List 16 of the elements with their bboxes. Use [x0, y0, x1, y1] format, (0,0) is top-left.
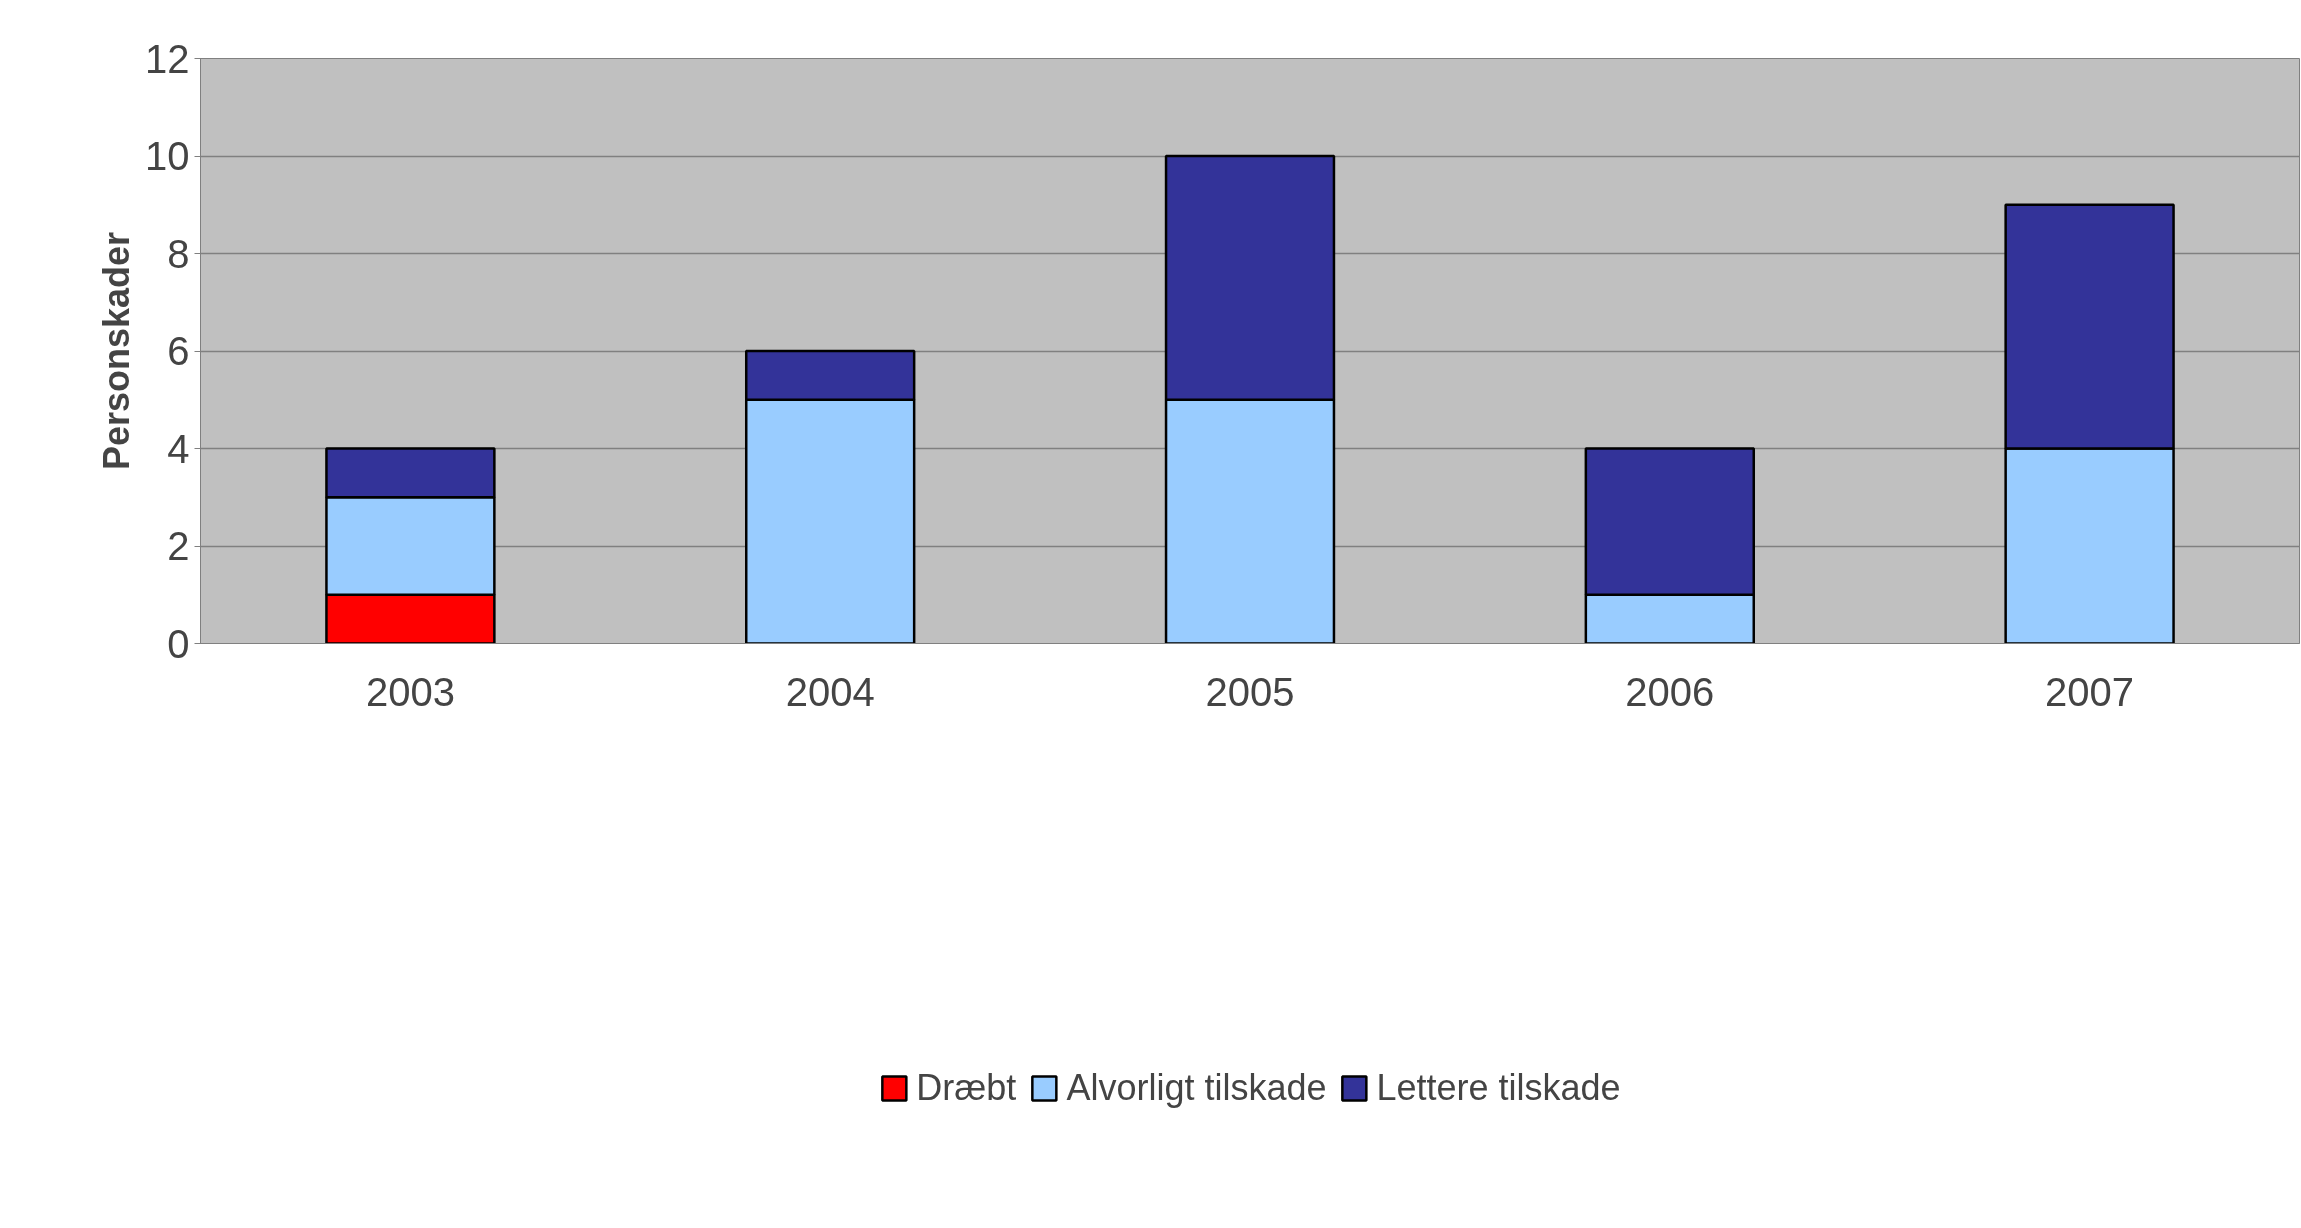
x-tick-label: 2003 [365, 669, 455, 714]
y-tick-label: 8 [167, 231, 190, 276]
x-tick-label: 2006 [1625, 669, 1715, 714]
y-tick-label: 4 [167, 426, 190, 471]
y-axis-title: Personskader [96, 231, 138, 471]
y-tick-label: 6 [167, 329, 190, 373]
y-tick-label: 10 [145, 134, 190, 178]
y-tick-label: 12 [145, 36, 190, 81]
x-tick-label: 2004 [785, 669, 875, 714]
legend-label: Lettere tilskade [1376, 1066, 1621, 1109]
x-tick-label: 2005 [1205, 669, 1295, 714]
y-tick-label: 0 [167, 621, 190, 666]
legend-label: Dræbt [916, 1066, 1017, 1109]
x-tick-label: 2007 [2045, 669, 2135, 714]
y-tick-label: 2 [167, 524, 190, 568]
legend-label: Alvorligt tilskade [1066, 1066, 1327, 1109]
